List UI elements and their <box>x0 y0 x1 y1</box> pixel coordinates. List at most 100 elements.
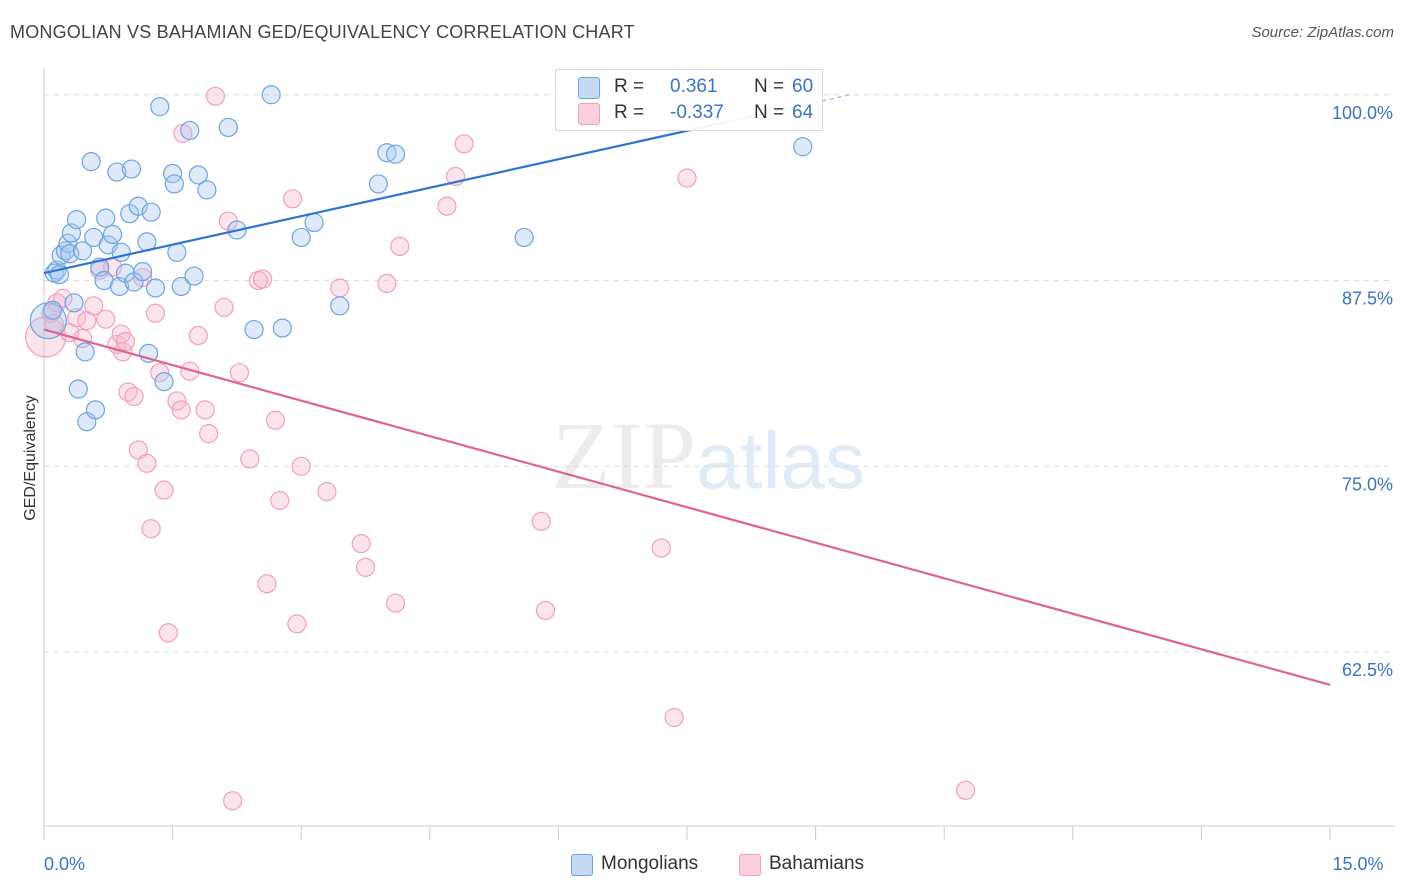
mongolians-point <box>150 97 170 117</box>
mongolians-point <box>96 208 116 228</box>
bahamians-point <box>171 400 191 420</box>
bahamians-point <box>205 86 226 106</box>
bahamians-point <box>535 600 556 621</box>
mongolians-point <box>218 117 238 138</box>
bahamians-point <box>137 453 157 473</box>
bahamians-point <box>531 511 551 531</box>
chart-title: MONGOLIAN VS BAHAMIAN GED/EQUIVALENCY CO… <box>10 22 635 42</box>
mongolians-point <box>102 224 123 245</box>
bahamians-point <box>317 481 337 502</box>
bahamians-point <box>437 196 457 216</box>
bahamians-point <box>199 424 219 444</box>
mongolians-legend-swatch <box>571 854 593 876</box>
mongolians-point <box>793 137 813 157</box>
bahamians-point <box>265 410 286 430</box>
mongolians-legend-label: Mongolians <box>601 853 699 874</box>
bahamians-point <box>240 449 260 469</box>
bahamians-legend-swatch <box>739 854 761 876</box>
bahamians-point <box>385 593 406 613</box>
x-tick-label: 0.0% <box>44 854 85 874</box>
mongolians-point <box>111 242 131 262</box>
bahamians-point <box>956 780 976 800</box>
y-tick-label: 75.0% <box>1342 474 1393 494</box>
bahamians-point <box>84 296 104 316</box>
bahamians-legend-label: Bahamians <box>769 853 865 874</box>
bahamians-point <box>454 134 474 154</box>
bahamians-point <box>150 363 170 383</box>
mongolians-point <box>164 174 184 194</box>
y-axis-label: GED/Equivalency <box>22 395 39 520</box>
mongolians-point <box>291 227 311 248</box>
watermark-atlas: atlas <box>696 416 865 505</box>
mongolians-point <box>244 319 264 340</box>
bahamians-point <box>287 614 307 634</box>
y-tick-label: 62.5% <box>1342 660 1393 680</box>
bahamians-points <box>25 86 976 811</box>
source-label: Source: ZipAtlas.com <box>1251 24 1394 41</box>
bahamians-point <box>25 316 67 358</box>
bahamians-point <box>115 331 136 352</box>
bahamians-point <box>351 534 371 554</box>
mongolians-point <box>85 400 106 420</box>
mongolians-point <box>141 202 161 222</box>
mongolians-point <box>75 342 95 362</box>
bahamians-point <box>330 278 350 298</box>
bahamians-point <box>214 297 234 317</box>
mongolians-point <box>145 278 166 298</box>
bahamians-point <box>41 303 61 323</box>
bahamians-point <box>355 557 376 577</box>
mongolians-point <box>368 174 388 194</box>
bahamians-point <box>270 490 290 511</box>
n-value: 64 <box>792 102 814 123</box>
axes <box>43 68 1394 840</box>
mongolians-trend-line <box>43 105 799 275</box>
bahamians-point <box>223 791 243 811</box>
mongolians-point <box>42 300 63 320</box>
n-label: N = <box>754 76 785 97</box>
watermark-zip: ZIP <box>552 402 696 509</box>
bahamians-point <box>128 440 148 460</box>
bahamians-point <box>141 519 161 539</box>
watermark: ZIPatlas <box>552 400 865 511</box>
mongolians-point <box>261 85 281 105</box>
bahamians-swatch <box>578 103 600 125</box>
mongolians-point <box>107 162 127 182</box>
mongolians-point <box>154 372 174 392</box>
mongolians-point <box>171 276 191 297</box>
mongolians-swatch <box>578 77 600 99</box>
n-value: 60 <box>792 76 814 97</box>
x-tick-label: 15.0% <box>1332 854 1383 874</box>
bahamians-point <box>377 273 397 294</box>
bahamians-point <box>167 391 187 411</box>
mongolians-point <box>121 159 142 179</box>
bahamians-point <box>291 456 311 476</box>
mongolians-point <box>272 318 292 338</box>
y-tick-label: 87.5% <box>1342 289 1393 309</box>
mongolians-point <box>514 227 534 248</box>
correlation-legend: R = 0.361 N = 60 R = -0.337 N = 64 <box>555 69 823 131</box>
bahamians-point <box>253 269 273 289</box>
mongolians-point <box>64 293 84 313</box>
r-label: R = <box>614 76 645 97</box>
bahamians-point <box>283 189 303 209</box>
bahamians-point <box>96 309 116 329</box>
bahamians-point <box>158 623 178 643</box>
bahamians-point <box>154 480 174 500</box>
bahamians-point <box>124 386 144 407</box>
bahamians-point <box>145 303 166 323</box>
bahamians-point <box>677 168 697 188</box>
n-label: N = <box>754 102 785 123</box>
bahamians-point <box>664 707 684 728</box>
bahamians-point <box>229 363 250 383</box>
mongolians-point <box>197 180 217 200</box>
mongolians-point <box>68 379 88 399</box>
mongolians-point <box>385 144 406 164</box>
mongolians-point <box>188 165 208 185</box>
r-value: -0.337 <box>670 102 724 123</box>
bahamians-point <box>651 538 671 558</box>
y-tick-label: 100.0% <box>1332 103 1393 123</box>
bahamians-point <box>390 236 410 256</box>
mongolians-point <box>72 241 93 261</box>
bahamians-point <box>188 325 208 346</box>
